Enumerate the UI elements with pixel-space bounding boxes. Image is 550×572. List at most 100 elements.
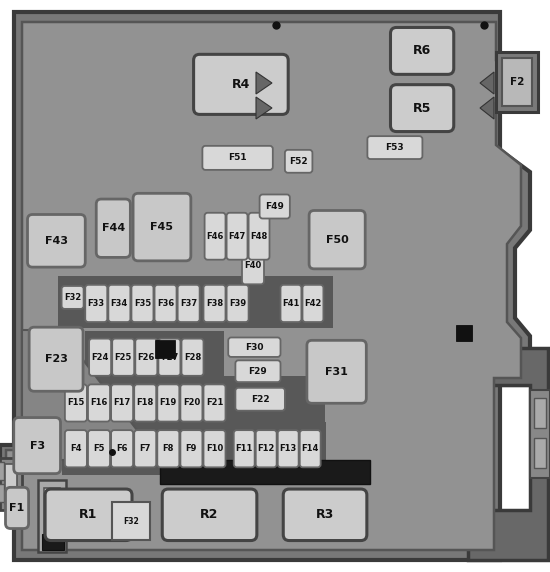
Text: F43: F43: [45, 236, 68, 246]
Text: F21: F21: [206, 399, 223, 407]
Text: F7: F7: [140, 444, 151, 453]
FancyBboxPatch shape: [280, 285, 301, 322]
Text: F11: F11: [235, 444, 253, 453]
Text: F29: F29: [249, 367, 267, 376]
Polygon shape: [480, 97, 494, 119]
FancyBboxPatch shape: [111, 430, 133, 467]
Polygon shape: [256, 72, 272, 94]
Text: F52: F52: [289, 157, 308, 166]
Bar: [530, 390, 550, 478]
Text: F33: F33: [87, 299, 105, 308]
FancyBboxPatch shape: [204, 430, 226, 467]
FancyBboxPatch shape: [135, 339, 157, 376]
Text: F17: F17: [113, 399, 131, 407]
Text: F32: F32: [64, 293, 81, 302]
Text: R3: R3: [316, 509, 334, 521]
FancyBboxPatch shape: [390, 85, 454, 132]
FancyBboxPatch shape: [45, 489, 132, 541]
FancyBboxPatch shape: [202, 146, 273, 170]
Text: F30: F30: [245, 343, 263, 352]
FancyBboxPatch shape: [131, 285, 153, 322]
Bar: [0, 462, 4, 480]
FancyBboxPatch shape: [108, 285, 130, 322]
Text: F22: F22: [251, 395, 270, 404]
Bar: [228, 376, 324, 478]
Text: F23: F23: [45, 354, 68, 364]
Text: F45: F45: [151, 222, 173, 232]
FancyBboxPatch shape: [234, 430, 255, 467]
Bar: [85, 331, 224, 383]
Bar: [160, 460, 370, 484]
Text: F4: F4: [70, 444, 81, 453]
Bar: [42, 534, 64, 550]
Text: F51: F51: [228, 153, 247, 162]
Text: F10: F10: [206, 444, 223, 453]
Bar: [112, 502, 150, 540]
Polygon shape: [22, 330, 160, 460]
FancyBboxPatch shape: [278, 430, 299, 467]
Text: F39: F39: [229, 299, 246, 308]
Text: F46: F46: [206, 232, 224, 241]
Bar: [155, 340, 175, 358]
FancyBboxPatch shape: [180, 430, 202, 467]
Text: F20: F20: [183, 399, 200, 407]
FancyBboxPatch shape: [65, 430, 87, 467]
FancyBboxPatch shape: [300, 430, 321, 467]
Text: F31: F31: [325, 367, 348, 377]
FancyBboxPatch shape: [309, 210, 365, 269]
Text: F40: F40: [244, 261, 262, 270]
FancyBboxPatch shape: [14, 418, 60, 474]
FancyBboxPatch shape: [162, 489, 257, 541]
Text: F26: F26: [138, 353, 155, 362]
FancyBboxPatch shape: [390, 27, 454, 74]
Text: F28: F28: [184, 353, 201, 362]
Text: F53: F53: [386, 143, 404, 152]
FancyBboxPatch shape: [155, 285, 177, 322]
Polygon shape: [6, 22, 526, 550]
FancyBboxPatch shape: [283, 489, 367, 541]
Text: F1: F1: [9, 503, 25, 513]
Bar: [62, 422, 326, 475]
Text: F42: F42: [304, 299, 322, 308]
Text: F34: F34: [111, 299, 128, 308]
Bar: [44, 488, 60, 540]
Bar: [62, 376, 233, 429]
FancyBboxPatch shape: [256, 430, 277, 467]
FancyBboxPatch shape: [134, 430, 156, 467]
FancyBboxPatch shape: [89, 339, 111, 376]
Text: R4: R4: [232, 78, 250, 91]
Text: F6: F6: [117, 444, 128, 453]
Polygon shape: [0, 12, 536, 560]
Text: F3: F3: [30, 440, 45, 451]
FancyBboxPatch shape: [235, 360, 280, 382]
FancyBboxPatch shape: [6, 487, 29, 529]
Text: F47: F47: [228, 232, 246, 241]
Text: F49: F49: [265, 202, 284, 211]
Text: F19: F19: [160, 399, 177, 407]
Text: F48: F48: [250, 232, 268, 241]
FancyBboxPatch shape: [112, 339, 134, 376]
Bar: [58, 276, 333, 328]
FancyBboxPatch shape: [228, 337, 280, 357]
Polygon shape: [480, 72, 494, 94]
Text: F2: F2: [510, 77, 524, 87]
Text: R5: R5: [413, 102, 431, 114]
Bar: [534, 398, 546, 428]
Text: F44: F44: [102, 223, 125, 233]
FancyBboxPatch shape: [28, 214, 85, 267]
Text: R1: R1: [79, 509, 98, 521]
FancyBboxPatch shape: [204, 285, 226, 322]
Text: F32: F32: [123, 517, 139, 526]
FancyBboxPatch shape: [180, 384, 202, 422]
FancyBboxPatch shape: [227, 285, 249, 322]
Text: F41: F41: [282, 299, 300, 308]
Bar: [534, 438, 546, 468]
FancyBboxPatch shape: [158, 339, 180, 376]
Bar: [456, 325, 472, 341]
FancyBboxPatch shape: [133, 193, 191, 261]
Text: F27: F27: [161, 353, 178, 362]
FancyBboxPatch shape: [235, 388, 285, 411]
Text: F24: F24: [91, 353, 109, 362]
Text: F37: F37: [180, 299, 197, 308]
Text: F14: F14: [301, 444, 319, 453]
